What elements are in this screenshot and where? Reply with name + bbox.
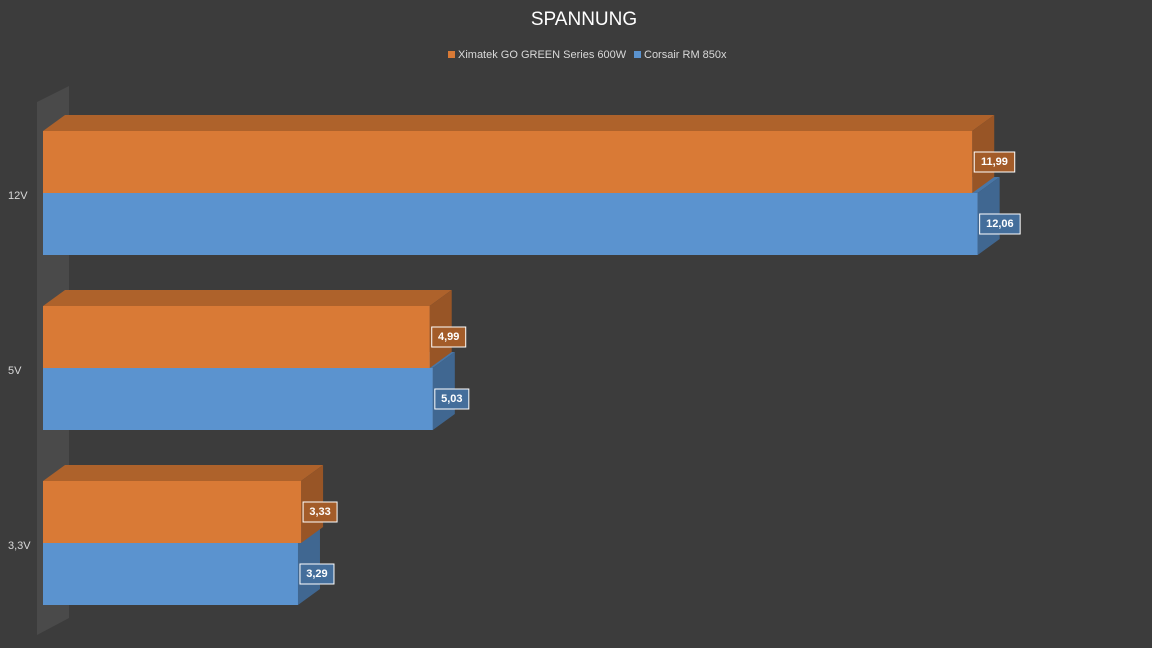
y-tick-label: 3,3V	[8, 540, 31, 552]
data-label-box	[431, 326, 467, 348]
bar	[43, 543, 298, 605]
bar	[43, 193, 978, 255]
bar	[43, 368, 433, 430]
data-label-box	[973, 151, 1016, 173]
bar-group: 11,99	[43, 115, 1016, 193]
bar-top	[43, 115, 995, 131]
legend-label: Ximatek GO GREEN Series 600W	[458, 49, 627, 61]
bar	[43, 481, 302, 543]
bar	[43, 131, 973, 193]
y-tick-label: 5V	[8, 365, 22, 377]
data-label: 3,29	[306, 568, 327, 580]
data-label: 4,99	[438, 331, 459, 343]
bar	[43, 306, 430, 368]
bar-top	[43, 290, 452, 306]
data-label: 3,33	[309, 506, 330, 518]
data-label: 12,06	[986, 218, 1014, 230]
legend-swatch	[448, 51, 455, 58]
chart-title: SPANNUNG	[531, 9, 637, 30]
bar-top	[43, 465, 324, 481]
data-label: 5,03	[441, 393, 462, 405]
data-label-box	[299, 563, 335, 585]
bar-group: 3,33	[43, 465, 338, 543]
data-label-box	[434, 388, 470, 410]
bar-group: 4,99	[43, 290, 467, 368]
legend-swatch	[634, 51, 641, 58]
legend-label: Corsair RM 850x	[644, 49, 727, 61]
y-tick-label: 12V	[8, 190, 28, 202]
data-label: 11,99	[981, 156, 1008, 168]
data-label-box	[302, 501, 338, 523]
data-label-box	[979, 213, 1021, 235]
